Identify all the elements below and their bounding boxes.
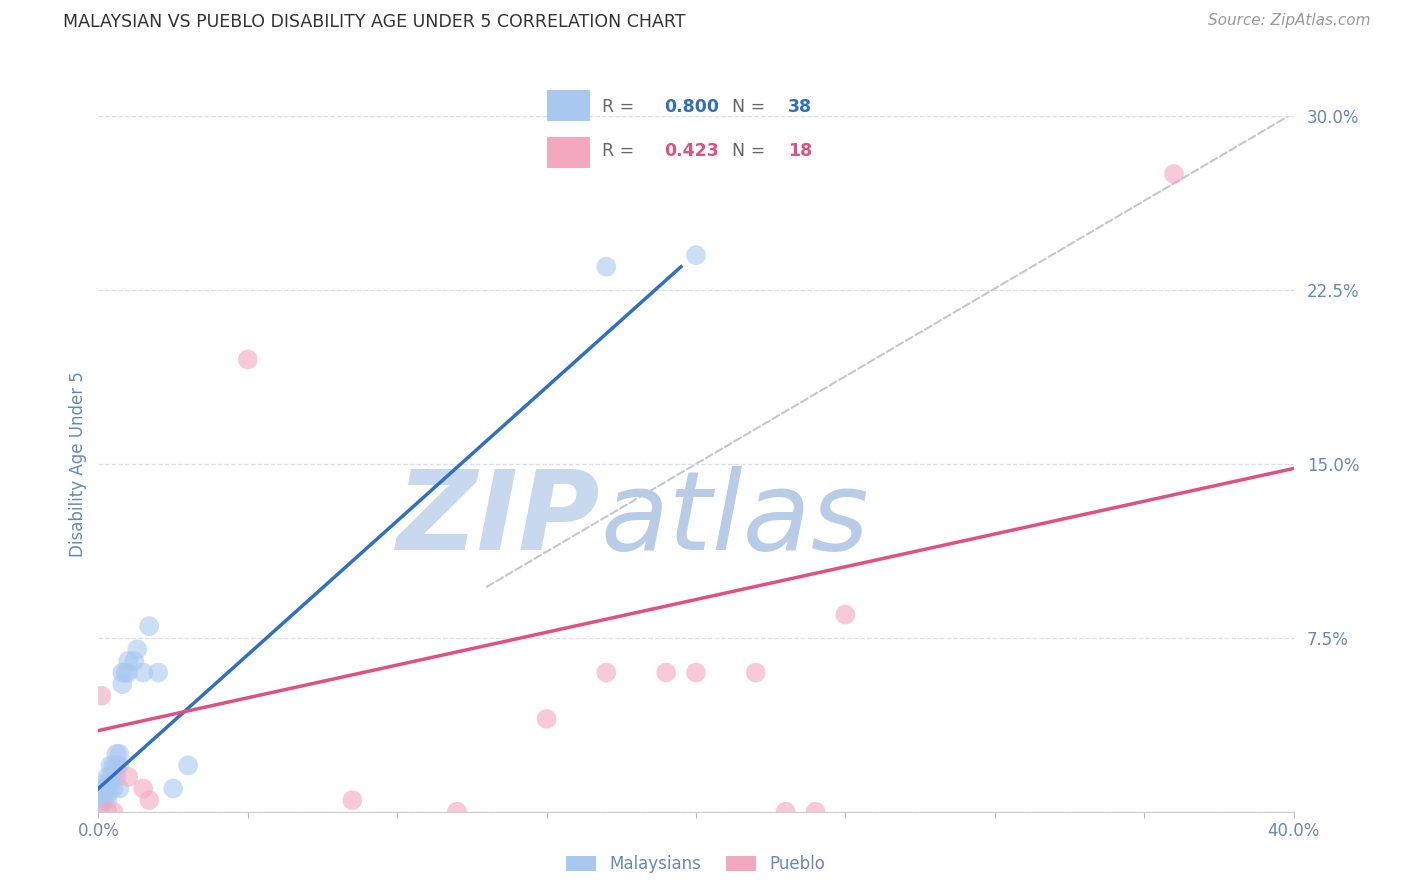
Point	[103, 781, 125, 796]
Point	[536, 712, 558, 726]
Text: 0.800: 0.800	[664, 97, 720, 116]
Point	[111, 665, 134, 680]
Point	[108, 758, 131, 772]
Text: R =: R =	[602, 142, 634, 160]
Point	[103, 805, 125, 819]
Point	[108, 781, 131, 796]
Point	[96, 781, 118, 796]
Point	[117, 770, 139, 784]
Point	[103, 758, 125, 772]
Point	[105, 758, 128, 772]
Text: 18: 18	[787, 142, 813, 160]
Bar	[547, 137, 591, 168]
Point	[93, 781, 115, 796]
Point	[96, 786, 118, 800]
Point	[1163, 167, 1185, 181]
Text: 0.423: 0.423	[664, 142, 718, 160]
Bar	[547, 90, 591, 121]
Point	[98, 770, 122, 784]
Point	[804, 805, 827, 819]
Point	[103, 770, 125, 784]
Point	[132, 665, 155, 680]
Point	[111, 677, 134, 691]
Point	[98, 758, 122, 772]
Point	[98, 781, 122, 796]
Point	[655, 665, 678, 680]
Text: atlas: atlas	[600, 466, 869, 573]
Point	[138, 619, 160, 633]
Point	[595, 260, 617, 274]
Point	[685, 248, 707, 262]
Point	[93, 786, 115, 800]
Point	[775, 805, 797, 819]
Point	[108, 747, 131, 761]
Point	[834, 607, 856, 622]
Point	[138, 793, 160, 807]
Point	[342, 793, 364, 807]
Point	[96, 793, 118, 807]
Point	[162, 781, 184, 796]
Point	[114, 665, 136, 680]
Text: ZIP: ZIP	[396, 466, 600, 573]
Text: MALAYSIAN VS PUEBLO DISABILITY AGE UNDER 5 CORRELATION CHART: MALAYSIAN VS PUEBLO DISABILITY AGE UNDER…	[63, 13, 686, 31]
Y-axis label: Disability Age Under 5: Disability Age Under 5	[69, 371, 87, 557]
Point	[685, 665, 707, 680]
Point	[124, 654, 146, 668]
Point	[96, 805, 118, 819]
Point	[93, 777, 115, 791]
Point	[446, 805, 468, 819]
Point	[90, 789, 112, 803]
Point	[132, 781, 155, 796]
Point	[595, 665, 617, 680]
Point	[236, 352, 259, 367]
Point	[105, 770, 128, 784]
Point	[93, 793, 115, 807]
Point	[96, 770, 118, 784]
Point	[90, 781, 112, 796]
Point	[117, 654, 139, 668]
Point	[90, 793, 112, 807]
Text: N =: N =	[733, 142, 765, 160]
Point	[745, 665, 768, 680]
Point	[90, 797, 112, 812]
Point	[90, 689, 112, 703]
Point	[105, 747, 128, 761]
Text: 38: 38	[787, 97, 813, 116]
Point	[148, 665, 170, 680]
Text: R =: R =	[602, 97, 634, 116]
Point	[127, 642, 149, 657]
Text: Source: ZipAtlas.com: Source: ZipAtlas.com	[1208, 13, 1371, 29]
Point	[177, 758, 200, 772]
Point	[117, 665, 139, 680]
Text: N =: N =	[733, 97, 765, 116]
Legend: Malaysians, Pueblo: Malaysians, Pueblo	[560, 848, 832, 880]
